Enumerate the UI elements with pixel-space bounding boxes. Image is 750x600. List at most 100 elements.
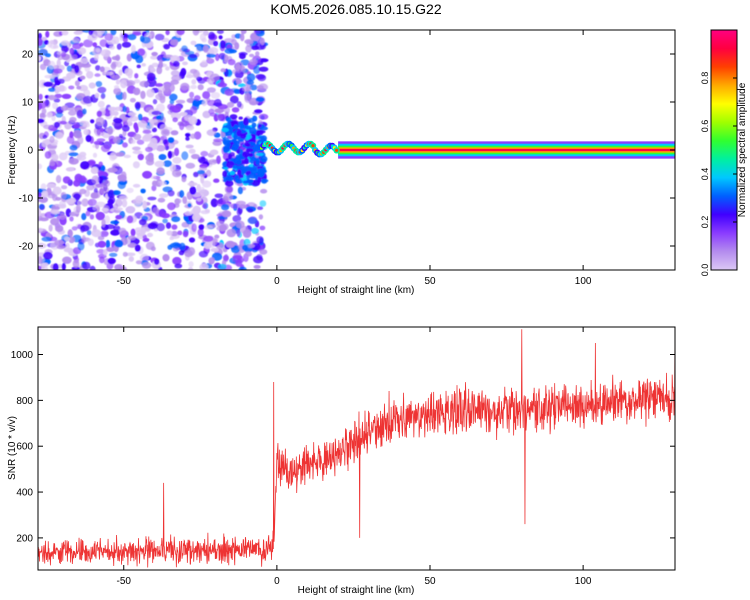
spectrogram-cell <box>116 43 122 50</box>
spectrogram-cell <box>229 95 239 104</box>
spectrogram-cell <box>214 193 224 199</box>
spectrogram-cell <box>119 32 124 41</box>
spectrogram-cell <box>251 156 257 162</box>
spectrogram-cell <box>236 149 241 154</box>
spectrogram-cell <box>80 225 85 233</box>
spectrogram-cell <box>109 252 118 257</box>
spectrogram-cell <box>113 190 119 195</box>
spectrogram-cell <box>146 72 156 82</box>
spectrogram-y-tick-label: 0 <box>27 146 33 157</box>
spectrogram-panel: -50 0 50 100 -20 -10 0 10 20 Height of straight… <box>7 29 676 296</box>
spectrogram-cell <box>81 63 92 68</box>
spectrogram-cell <box>52 153 59 162</box>
spectrogram-cell <box>149 67 156 73</box>
spectrogram-cell <box>41 262 49 267</box>
spectrogram-cell <box>181 176 187 183</box>
colorbar-tick-label: 0.6 <box>700 120 710 133</box>
spectrogram-cell <box>101 218 106 228</box>
spectrogram-cell <box>68 85 75 90</box>
spectrogram-cell <box>154 258 160 265</box>
spectrogram-cell <box>88 30 93 36</box>
spectrogram-cell <box>96 138 106 143</box>
spectrogram-cell <box>253 109 263 114</box>
spectrogram-cell <box>182 61 188 66</box>
spectrogram-cell <box>97 240 107 248</box>
spectrogram-cell <box>41 190 49 198</box>
spectrogram-cell <box>231 138 236 142</box>
spectrogram-cell <box>169 39 179 46</box>
spectrogram-cell <box>140 188 146 194</box>
spectrogram-cell <box>225 240 236 248</box>
spectrogram-cell <box>250 45 260 50</box>
spectrogram-cell <box>77 47 87 55</box>
spectrogram-cell <box>81 198 89 207</box>
spectrogram-cell <box>253 264 261 269</box>
spectrogram-cell <box>133 122 138 130</box>
spectrogram-cell <box>235 65 245 70</box>
spectrogram-cell <box>95 81 103 87</box>
spectrogram-cell <box>259 126 268 131</box>
spectrogram-cell <box>214 234 220 239</box>
spectrogram-cell <box>129 97 136 103</box>
spectrogram-cell <box>245 148 254 153</box>
spectrogram-cell <box>234 33 242 39</box>
spectrogram-cell <box>242 151 250 158</box>
spectrogram-cell <box>77 200 83 206</box>
spectrogram-cell <box>142 129 152 134</box>
spectrogram-cell <box>258 66 269 72</box>
spectrogram-cell <box>256 254 263 261</box>
spectrogram-cell <box>61 93 72 99</box>
spectrogram-cell <box>94 54 99 61</box>
spectrogram-cell <box>200 210 210 215</box>
snr-y-axis: 200 400 600 800 1000 <box>11 350 675 544</box>
spectrogram-cell <box>69 216 74 222</box>
spectrogram-cell <box>54 93 63 99</box>
spectrogram-cell <box>68 158 79 165</box>
spectrogram-cell <box>162 139 168 145</box>
spectrogram-cell <box>90 166 99 174</box>
spectrogram-cell <box>149 120 155 129</box>
figure-title: KOM5.2026.085.10.15.G22 <box>270 1 441 17</box>
spectrogram-cell <box>229 114 238 120</box>
spectrogram-cell <box>187 203 192 208</box>
spectrogram-cell <box>47 94 57 101</box>
spectrogram-cell <box>170 79 179 85</box>
spectrogram-cell <box>61 262 66 270</box>
spectrogram-cell <box>253 30 261 35</box>
spectrogram-cell <box>167 244 173 250</box>
spectrogram-cell <box>105 247 116 253</box>
spectrogram-cell <box>92 30 102 38</box>
spectrogram-cell <box>244 251 252 257</box>
spectrogram-cell <box>104 33 114 41</box>
spectrogram-cell <box>190 84 197 90</box>
spectrogram-cell <box>122 251 128 257</box>
spectrogram-cell <box>237 257 245 263</box>
spectrogram-cell <box>59 85 67 92</box>
spectrogram-cell <box>255 74 266 80</box>
spectrogram-cell <box>239 204 247 209</box>
spectrogram-cell <box>257 176 262 184</box>
spectrogram-cell <box>130 228 136 237</box>
spectrogram-cell <box>208 108 215 115</box>
spectrogram-cell <box>222 255 229 261</box>
spectrogram-cell <box>235 154 240 161</box>
spectrogram-cell <box>236 207 242 216</box>
spectrogram-cell <box>171 224 178 230</box>
spectrogram-cell <box>162 218 168 224</box>
spectrogram-cell <box>193 171 199 178</box>
spectrogram-x-tick-label: -50 <box>117 276 132 287</box>
spectrogram-cell <box>89 214 95 220</box>
spectrogram-cell <box>134 101 141 110</box>
spectrogram-cell <box>201 100 207 107</box>
spectrogram-cell <box>200 175 205 184</box>
spectrogram-cell <box>60 52 67 58</box>
spectrogram-cell <box>87 159 96 167</box>
spectrogram-cell <box>184 115 193 122</box>
spectrogram-cell <box>232 215 242 223</box>
spectrogram-cell <box>81 177 88 184</box>
spectrogram-cell <box>99 39 108 47</box>
spectrogram-cell <box>141 63 146 67</box>
spectrogram-cell <box>92 152 98 158</box>
spectrogram-cell <box>99 256 105 264</box>
spectrogram-cell <box>180 68 187 77</box>
